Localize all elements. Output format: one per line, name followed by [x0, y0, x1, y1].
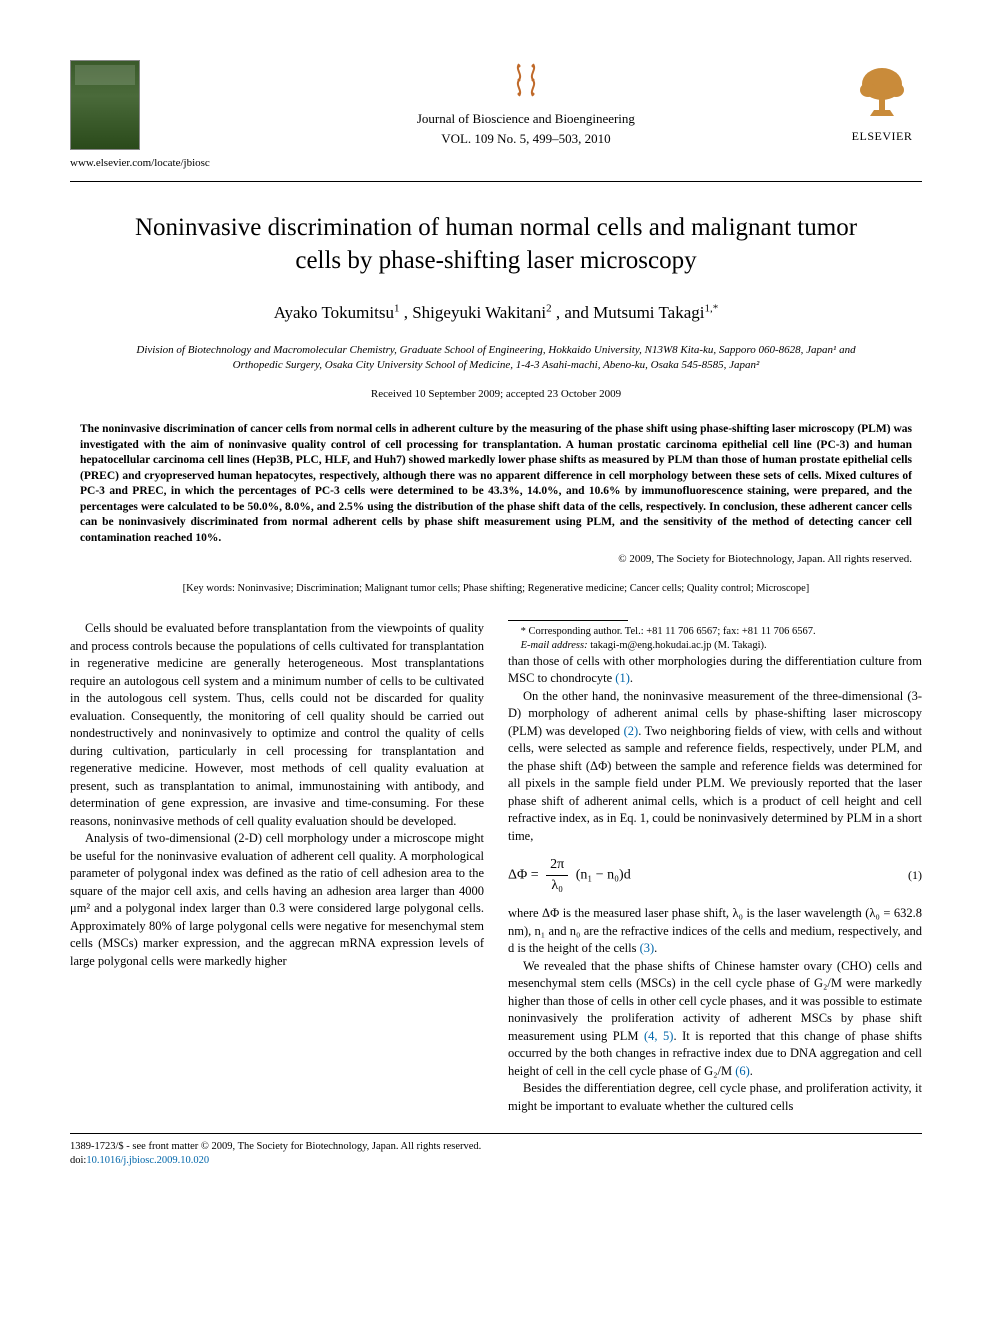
equation-expr: ΔΦ = 2πλ₀ (n₁ − n₀)d — [508, 855, 631, 895]
abstract: The noninvasive discrimination of cancer… — [80, 422, 912, 546]
corresponding-author-footnote: * Corresponding author. Tel.: +81 11 706… — [508, 625, 922, 639]
article-body: Cells should be evaluated before transpl… — [70, 620, 922, 1115]
author-affil-sup: 1,* — [704, 303, 718, 315]
doi-label: doi: — [70, 1155, 86, 1166]
doi-line: doi:10.1016/j.jbiosc.2009.10.020 — [70, 1154, 922, 1168]
body-paragraph: Analysis of two-dimensional (2-D) cell m… — [70, 830, 484, 970]
author-list: Ayako Tokumitsu1 , Shigeyuki Wakitani2 ,… — [70, 301, 922, 325]
citation-link[interactable]: (1) — [615, 671, 630, 685]
author: Ayako Tokumitsu — [274, 303, 394, 322]
journal-logo-icon — [509, 60, 543, 104]
citation-link[interactable]: (4, 5) — [644, 1029, 673, 1043]
author-affil-sup: 1 — [394, 303, 400, 315]
body-paragraph: Cells should be evaluated before transpl… — [70, 620, 484, 830]
journal-name: Journal of Bioscience and Bioengineering — [230, 110, 822, 128]
author: Mutsumi Takagi — [593, 303, 704, 322]
equation-1: ΔΦ = 2πλ₀ (n₁ − n₀)d (1) — [508, 855, 922, 895]
body-paragraph: On the other hand, the noninvasive measu… — [508, 688, 922, 846]
author-affil-sup: 2 — [546, 303, 552, 315]
abstract-copyright: © 2009, The Society for Biotechnology, J… — [80, 552, 912, 567]
page-header: www.elsevier.com/locate/jbiosc Journal o… — [70, 60, 922, 171]
journal-volume: VOL. 109 No. 5, 499–503, 2010 — [230, 130, 822, 148]
publisher-block: ELSEVIER — [842, 60, 922, 145]
citation-link[interactable]: (6) — [735, 1064, 750, 1078]
body-paragraph: We revealed that the phase shifts of Chi… — [508, 958, 922, 1081]
article-title: Noninvasive discrimination of human norm… — [110, 212, 882, 277]
journal-cover-block: www.elsevier.com/locate/jbiosc — [70, 60, 210, 171]
front-matter-line: 1389-1723/$ - see front matter © 2009, T… — [70, 1140, 922, 1154]
citation-link[interactable]: (2) — [624, 724, 639, 738]
affiliations: Division of Biotechnology and Macromolec… — [130, 343, 862, 373]
journal-cover-thumb — [70, 60, 140, 150]
header-rule — [70, 181, 922, 182]
email-address[interactable]: takagi-m@eng.hokudai.ac.jp — [590, 640, 711, 651]
author: Shigeyuki Wakitani — [412, 303, 546, 322]
doi-link[interactable]: 10.1016/j.jbiosc.2009.10.020 — [86, 1155, 209, 1166]
email-label: E-mail address: — [521, 640, 588, 651]
journal-info: Journal of Bioscience and Bioengineering… — [210, 60, 842, 148]
citation-link[interactable]: (3) — [640, 941, 655, 955]
body-paragraph: where ΔΦ is the measured laser phase shi… — [508, 905, 922, 958]
locate-url[interactable]: www.elsevier.com/locate/jbiosc — [70, 156, 210, 171]
equation-number: (1) — [908, 867, 922, 884]
footnote-separator — [508, 620, 628, 621]
email-owner: (M. Takagi). — [714, 640, 766, 651]
body-paragraph: than those of cells with other morpholog… — [508, 653, 922, 688]
publisher-name: ELSEVIER — [842, 128, 922, 145]
corresponding-email: E-mail address: takagi-m@eng.hokudai.ac.… — [508, 639, 922, 653]
footer-rule — [70, 1133, 922, 1134]
keywords: [Key words: Noninvasive; Discrimination;… — [80, 582, 912, 597]
body-paragraph: Besides the differentiation degree, cell… — [508, 1080, 922, 1115]
elsevier-tree-icon — [850, 60, 914, 124]
article-dates: Received 10 September 2009; accepted 23 … — [70, 387, 922, 402]
